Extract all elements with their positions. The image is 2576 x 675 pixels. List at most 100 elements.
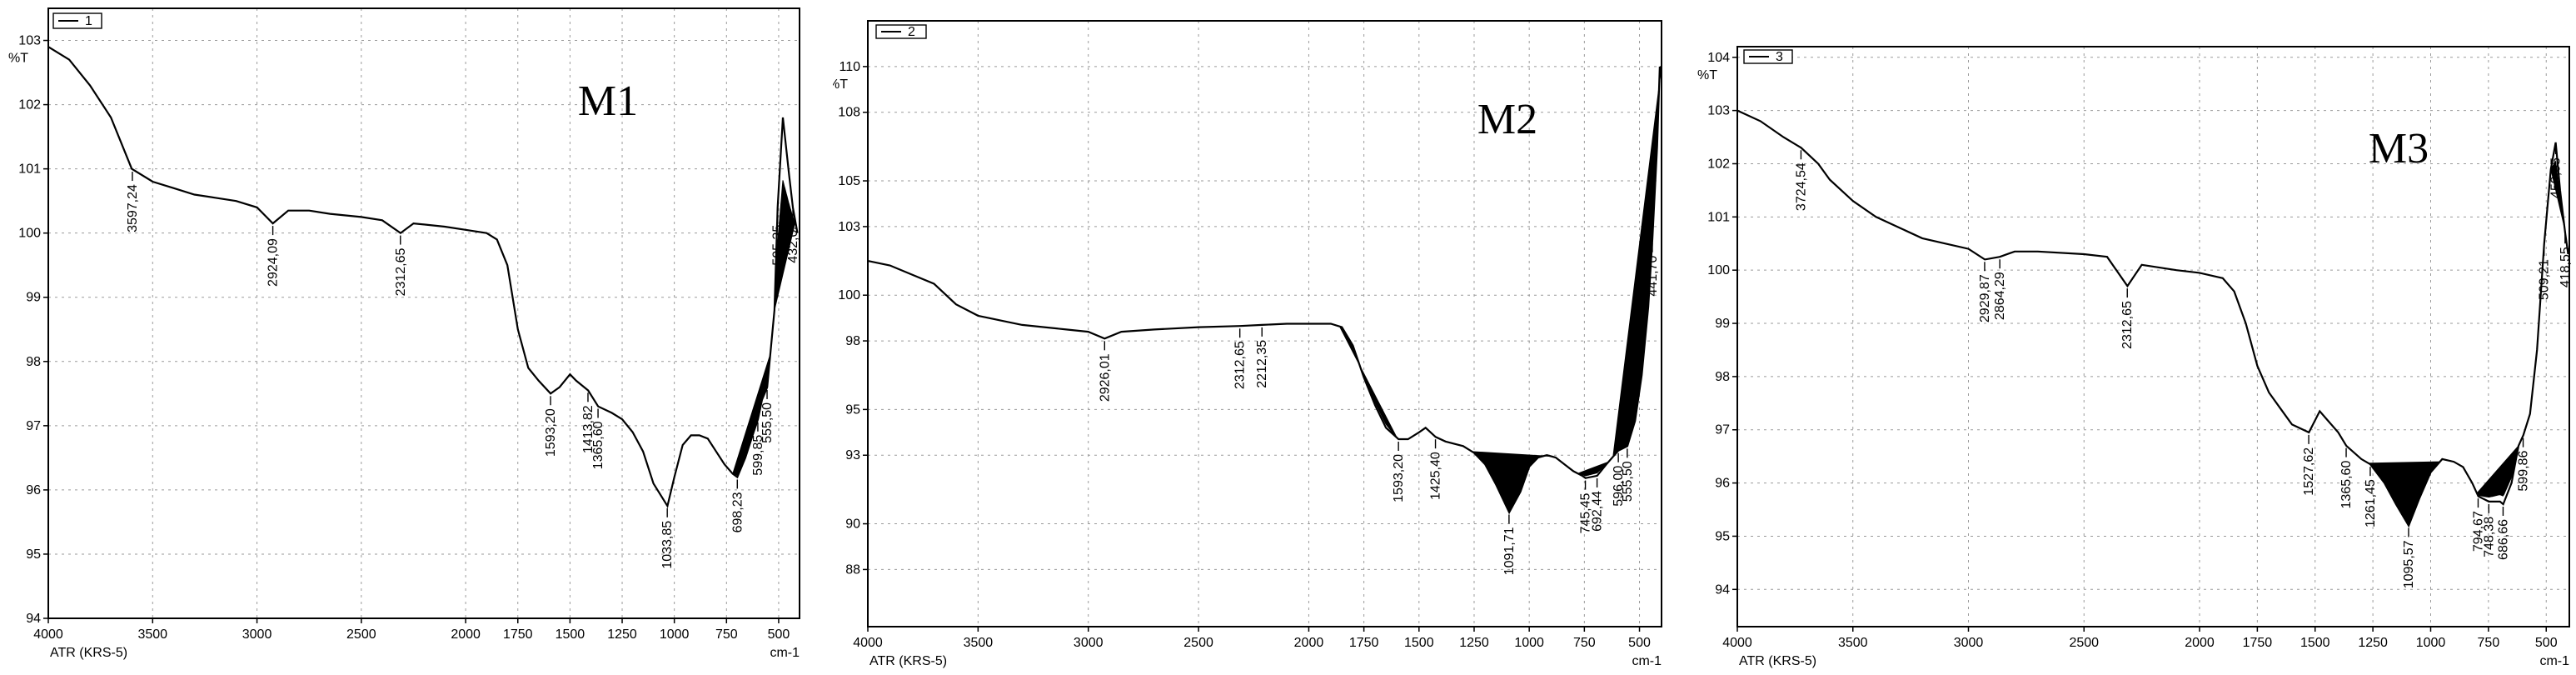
plot-frame (867, 20, 1662, 628)
x-tick-label: 3500 (137, 628, 167, 642)
x-axis-title-left: ATR (KRS-5) (869, 654, 947, 668)
y-tick-label: 103 (18, 34, 41, 48)
spectrum-panel-m3: 94 95 96 97 98 99 100 101 102 103 104 %T 4000 3500 300… (1682, 0, 2576, 675)
y-tick-label: 99 (1715, 317, 1730, 331)
x-tick-label: 1000 (660, 628, 690, 642)
peak-label: 555,50 (760, 402, 775, 443)
x-tick-label: 2000 (451, 628, 481, 642)
absorption-band (2366, 461, 2441, 525)
peak-label: 2924,09 (267, 238, 281, 287)
x-tick-label: 1750 (2243, 636, 2273, 650)
y-tick-label: 94 (1715, 582, 1730, 597)
x-tick-label: 1250 (607, 628, 637, 642)
y-tick-label: 101 (18, 162, 41, 177)
x-axis-title-right: cm-1 (2539, 654, 2569, 668)
y-tick-label: 108 (838, 106, 860, 120)
x-tick-label: 1500 (2300, 636, 2330, 650)
x-tick-label: 750 (2478, 636, 2500, 650)
peak-label: 3597,24 (126, 184, 140, 232)
peak-label: 698,23 (730, 492, 745, 532)
peak-label: 692,44 (1591, 491, 1605, 532)
y-tick-label: 103 (838, 220, 860, 234)
peak-label: 1261,45 (2364, 479, 2378, 528)
peak-label: 599,85 (751, 435, 765, 476)
peak-label: 1033,85 (660, 521, 675, 569)
y-tick-label: 103 (1707, 104, 1730, 118)
y-tick-label: 97 (1715, 423, 1730, 438)
spectrum-line (867, 66, 1661, 515)
x-tick-label: 1500 (556, 628, 585, 642)
peak-label: 596,00 (1612, 466, 1626, 507)
x-tick-label: 1750 (503, 628, 533, 642)
peak-label: 1425,40 (1429, 452, 1443, 500)
x-tick-label: 3500 (1838, 636, 1868, 650)
x-tick-label: 750 (715, 628, 738, 642)
panel-label: M2 (1477, 96, 1537, 143)
y-tick-label: 100 (18, 227, 41, 241)
x-tick-label: 2500 (1183, 636, 1213, 650)
x-axis-title-right: cm-1 (770, 646, 800, 660)
absorption-band (1339, 326, 1398, 438)
peak-label: 2312,65 (1233, 341, 1248, 389)
x-tick-label: 4000 (853, 636, 883, 650)
spectrum-line (1736, 109, 2569, 528)
x-tick-label: 3000 (1954, 636, 1984, 650)
peak-label: 555,50 (1621, 461, 1635, 502)
x-tick-label: 4000 (33, 628, 63, 642)
y-tick-label: 96 (1715, 477, 1730, 491)
y-tick-label: 98 (1715, 370, 1730, 384)
peak-label: 1095,57 (2402, 540, 2416, 588)
x-tick-label: 1500 (1404, 636, 1434, 650)
x-tick-label: 750 (1573, 636, 1596, 650)
peak-label: 745,45 (1579, 492, 1593, 533)
y-tick-label: 95 (26, 548, 41, 562)
y-axis-title: %T (833, 78, 848, 92)
absorption-band (2476, 445, 2519, 498)
legend-label: 1 (85, 14, 92, 28)
y-tick-label: 93 (845, 448, 860, 462)
x-tick-label: 4000 (1722, 636, 1752, 650)
x-tick-label: 1250 (1459, 636, 1489, 650)
y-tick-label: 97 (26, 419, 41, 433)
x-tick-label: 1750 (1349, 636, 1379, 650)
y-tick-label: 110 (839, 60, 860, 74)
peak-label: 748,38 (2482, 517, 2496, 558)
peak-label: 509,21 (2538, 259, 2552, 300)
x-tick-label: 2500 (346, 628, 376, 642)
plot-frame (47, 8, 800, 619)
peak-label: 1593,20 (1392, 454, 1406, 502)
peak-label: 1593,20 (544, 408, 558, 457)
peak-label: 441,70 (1646, 256, 1660, 297)
y-tick-label: 102 (18, 98, 41, 112)
y-tick-label: 96 (26, 483, 41, 498)
spectrum-chart-m3: 94 95 96 97 98 99 100 101 102 103 104 %T 4000 3500 300… (1697, 46, 2573, 668)
peak-label: 2212,35 (1255, 340, 1269, 388)
legend-label: 2 (908, 25, 915, 39)
spectrum-line (47, 46, 799, 509)
x-axis-title-right: cm-1 (1632, 654, 1662, 668)
y-tick-label: 95 (845, 402, 860, 417)
peak-label: 794,67 (2471, 511, 2485, 552)
x-tick-label: 1000 (1514, 636, 1544, 650)
y-axis-title: %T (1697, 68, 1717, 82)
y-axis-title: %T (8, 52, 28, 66)
y-tick-label: 98 (845, 334, 860, 348)
y-tick-label: 101 (1707, 210, 1730, 224)
x-tick-label: 3500 (964, 636, 994, 650)
legend-label: 3 (1776, 50, 1783, 64)
y-tick-label: 104 (1707, 51, 1730, 65)
absorption-band (1576, 461, 1609, 477)
panel-label: M3 (2369, 125, 2429, 172)
absorption-band (1472, 451, 1552, 512)
spectrum-chart-m1: 94 95 96 97 98 99 100 101 102 103 %T 4000 3500 3000 25… (8, 8, 800, 660)
x-axis-title-left: ATR (KRS-5) (1739, 654, 1816, 668)
y-tick-label: 100 (1707, 263, 1730, 278)
peak-label: 432,05 (786, 222, 800, 263)
y-tick-label: 98 (26, 355, 41, 369)
y-tick-label: 95 (1715, 529, 1730, 543)
y-tick-label: 102 (1707, 157, 1730, 171)
peak-label: 686,66 (2496, 519, 2510, 560)
peak-label: 418,55 (2559, 247, 2573, 288)
peak-label: 1365,60 (591, 421, 605, 469)
x-tick-label: 1000 (2416, 636, 2446, 650)
